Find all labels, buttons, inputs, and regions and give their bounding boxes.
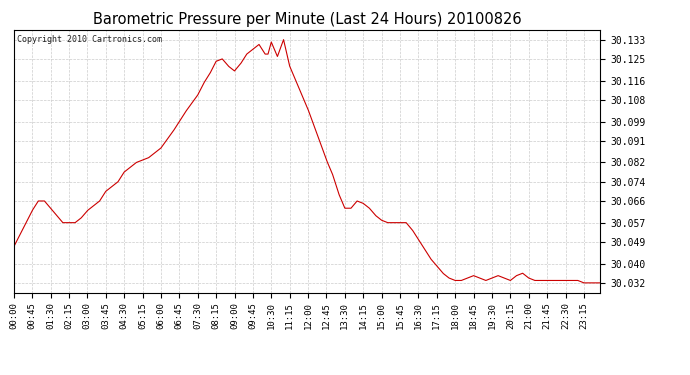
Text: Copyright 2010 Cartronics.com: Copyright 2010 Cartronics.com xyxy=(17,35,161,44)
Title: Barometric Pressure per Minute (Last 24 Hours) 20100826: Barometric Pressure per Minute (Last 24 … xyxy=(92,12,522,27)
